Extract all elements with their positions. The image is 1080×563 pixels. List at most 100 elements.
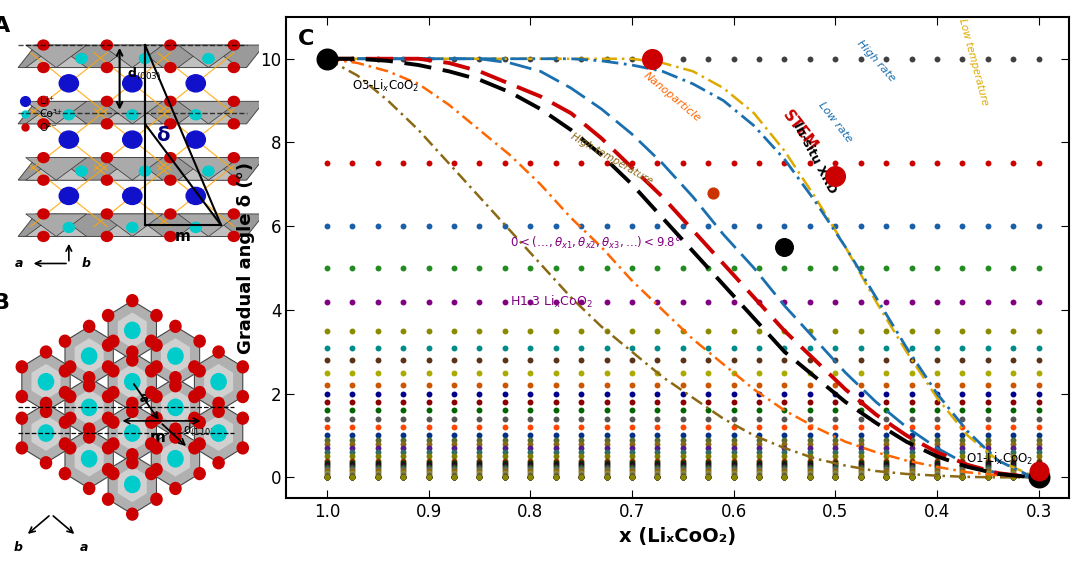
Point — [598, 448, 616, 457]
Point — [929, 473, 946, 482]
Point — [852, 462, 869, 471]
Point — [700, 462, 717, 471]
Polygon shape — [102, 45, 163, 68]
Point — [725, 473, 742, 482]
Circle shape — [38, 209, 49, 219]
Point — [826, 389, 843, 398]
Circle shape — [108, 387, 119, 399]
Point — [1004, 473, 1022, 482]
Point — [471, 439, 488, 448]
Point — [649, 473, 666, 482]
Point — [598, 456, 616, 465]
Polygon shape — [65, 378, 113, 437]
Circle shape — [65, 391, 76, 403]
Point — [878, 473, 895, 482]
Polygon shape — [75, 338, 104, 374]
Point — [929, 297, 946, 306]
Point — [496, 406, 513, 415]
Point — [522, 368, 539, 377]
Point — [548, 389, 565, 398]
Circle shape — [126, 508, 138, 520]
Point — [878, 473, 895, 482]
Point — [548, 54, 565, 63]
Point — [369, 327, 387, 336]
Point — [623, 473, 640, 482]
Point — [826, 159, 843, 168]
Point — [878, 435, 895, 444]
Point — [522, 473, 539, 482]
Point — [751, 414, 768, 423]
Point — [700, 471, 717, 480]
Point — [598, 381, 616, 390]
Circle shape — [189, 391, 200, 403]
Point — [751, 222, 768, 231]
Point — [623, 439, 640, 448]
Point — [980, 458, 997, 467]
Point — [801, 462, 819, 471]
Point — [420, 381, 437, 390]
Point — [954, 222, 971, 231]
Circle shape — [165, 62, 176, 73]
Point — [1030, 456, 1048, 465]
Point — [725, 381, 742, 390]
Circle shape — [102, 119, 112, 129]
Point — [852, 368, 869, 377]
Point — [522, 461, 539, 470]
Point — [598, 406, 616, 415]
Polygon shape — [178, 45, 239, 68]
Circle shape — [194, 416, 205, 428]
Point — [826, 473, 843, 482]
Point — [343, 473, 361, 482]
Point — [725, 467, 742, 476]
Point — [471, 471, 488, 480]
Point — [954, 431, 971, 440]
Circle shape — [64, 222, 75, 233]
Point — [471, 423, 488, 432]
Point — [649, 473, 666, 482]
Point — [649, 462, 666, 471]
Point — [775, 54, 793, 63]
Point — [929, 423, 946, 432]
Point — [1004, 406, 1022, 415]
Point — [929, 473, 946, 482]
Point — [954, 473, 971, 482]
Point — [1030, 343, 1048, 352]
Point — [775, 473, 793, 482]
Point — [623, 159, 640, 168]
Text: c: c — [65, 221, 72, 234]
Point — [598, 473, 616, 482]
Point — [878, 297, 895, 306]
Point — [826, 343, 843, 352]
Point — [471, 473, 488, 482]
Point — [420, 414, 437, 423]
Polygon shape — [178, 101, 239, 124]
Point — [903, 435, 920, 444]
Point — [548, 263, 565, 272]
Point — [674, 467, 691, 476]
Point — [548, 456, 565, 465]
Point — [751, 473, 768, 482]
Point — [751, 473, 768, 482]
Text: Nanoparticle: Nanoparticle — [643, 70, 703, 123]
Point — [775, 467, 793, 476]
Point — [394, 435, 411, 444]
Point — [369, 435, 387, 444]
Point — [496, 462, 513, 471]
Point — [700, 297, 717, 306]
Point — [1030, 458, 1048, 467]
Point — [954, 458, 971, 467]
Point — [980, 461, 997, 470]
Circle shape — [38, 153, 49, 163]
Point — [445, 414, 462, 423]
Point — [980, 456, 997, 465]
Circle shape — [40, 457, 52, 469]
Point — [700, 343, 717, 352]
Point — [1004, 444, 1022, 453]
Point — [1030, 263, 1048, 272]
Point — [369, 431, 387, 440]
Circle shape — [238, 442, 248, 454]
Point — [598, 452, 616, 461]
Point — [980, 381, 997, 390]
Text: $0 < (\ldots, \theta_{x1}, \theta_{x2}, \theta_{x3}, \ldots) < 9.8°$: $0 < (\ldots, \theta_{x1}, \theta_{x2}, … — [510, 235, 681, 251]
Point — [649, 222, 666, 231]
